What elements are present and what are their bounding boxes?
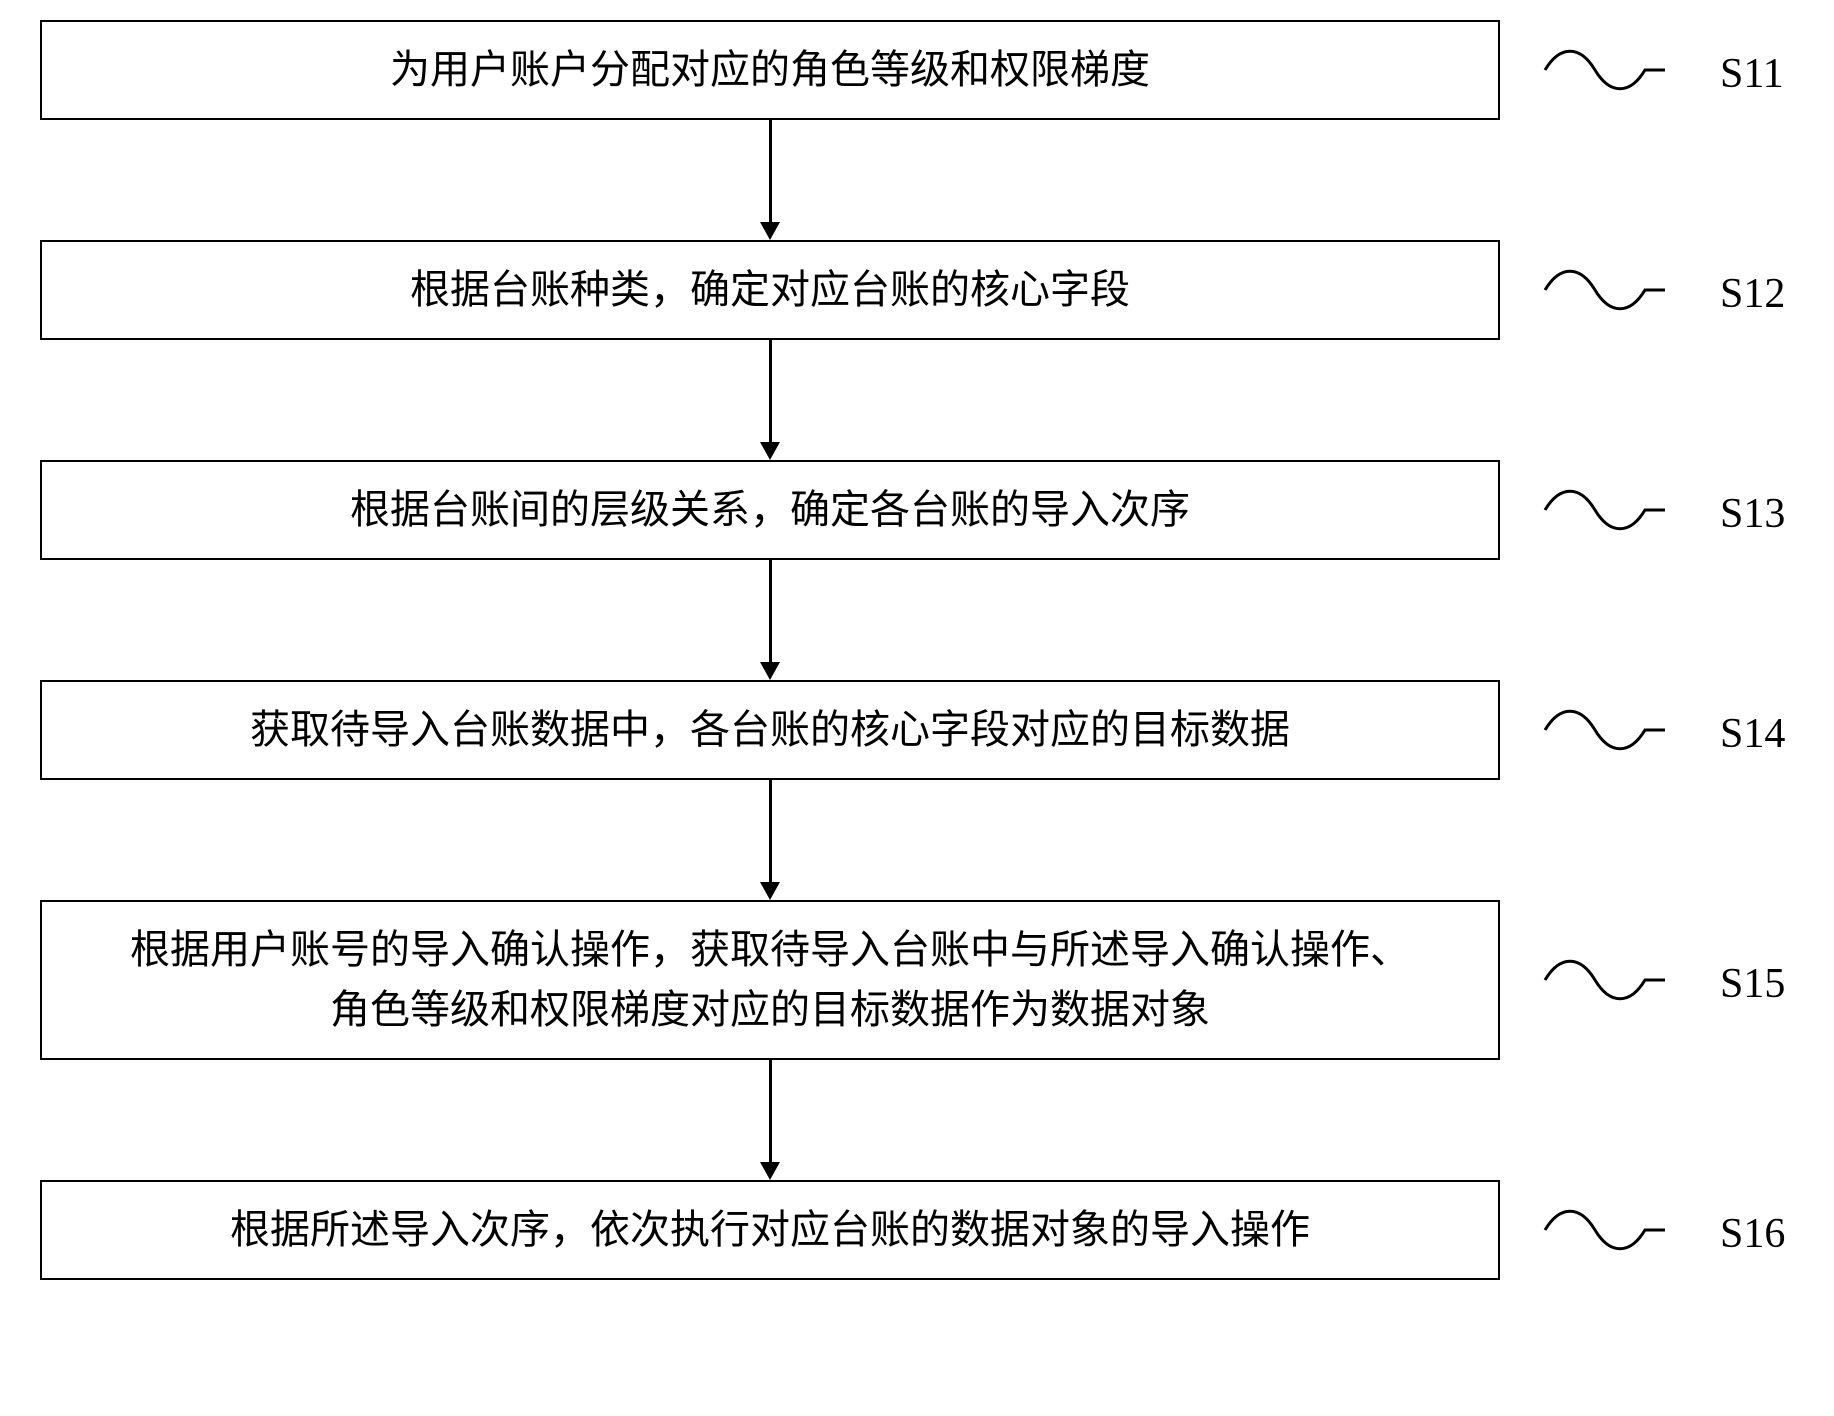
step-box-S14: 获取待导入台账数据中，各台账的核心字段对应的目标数据	[40, 680, 1500, 780]
squiggle-S11	[1540, 40, 1670, 100]
step-label-S12: S12	[1720, 270, 1785, 318]
arrow-line-S11-S12	[769, 120, 772, 222]
squiggle-S13	[1540, 480, 1670, 540]
arrow-head-S11-S12	[760, 222, 780, 240]
arrow-line-S13-S14	[769, 560, 772, 662]
squiggle-S12	[1540, 260, 1670, 320]
arrow-head-S13-S14	[760, 662, 780, 680]
arrow-head-S14-S15	[760, 882, 780, 900]
step-box-S15: 根据用户账号的导入确认操作，获取待导入台账中与所述导入确认操作、 角色等级和权限…	[40, 900, 1500, 1060]
step-text-S11: 为用户账户分配对应的角色等级和权限梯度	[390, 40, 1150, 100]
step-text-S16: 根据所述导入次序，依次执行对应台账的数据对象的导入操作	[230, 1200, 1310, 1260]
step-text-S15: 根据用户账号的导入确认操作，获取待导入台账中与所述导入确认操作、 角色等级和权限…	[130, 920, 1410, 1040]
squiggle-S14	[1540, 700, 1670, 760]
arrow-line-S14-S15	[769, 780, 772, 882]
arrow-head-S12-S13	[760, 442, 780, 460]
step-text-S14: 获取待导入台账数据中，各台账的核心字段对应的目标数据	[250, 700, 1290, 760]
step-box-S12: 根据台账种类，确定对应台账的核心字段	[40, 240, 1500, 340]
step-box-S16: 根据所述导入次序，依次执行对应台账的数据对象的导入操作	[40, 1180, 1500, 1280]
step-box-S11: 为用户账户分配对应的角色等级和权限梯度	[40, 20, 1500, 120]
arrow-line-S12-S13	[769, 340, 772, 442]
step-label-S16: S16	[1720, 1210, 1785, 1258]
step-box-S13: 根据台账间的层级关系，确定各台账的导入次序	[40, 460, 1500, 560]
step-label-S15: S15	[1720, 960, 1785, 1008]
step-text-S12: 根据台账种类，确定对应台账的核心字段	[410, 260, 1130, 320]
step-label-S13: S13	[1720, 490, 1785, 538]
squiggle-S15	[1540, 950, 1670, 1010]
squiggle-S16	[1540, 1200, 1670, 1260]
flowchart-canvas: 为用户账户分配对应的角色等级和权限梯度 S11 根据台账种类，确定对应台账的核心字段…	[0, 0, 1834, 1416]
step-label-S14: S14	[1720, 710, 1785, 758]
step-label-S11: S11	[1720, 50, 1784, 98]
arrow-line-S15-S16	[769, 1060, 772, 1162]
arrow-head-S15-S16	[760, 1162, 780, 1180]
step-text-S13: 根据台账间的层级关系，确定各台账的导入次序	[350, 480, 1190, 540]
